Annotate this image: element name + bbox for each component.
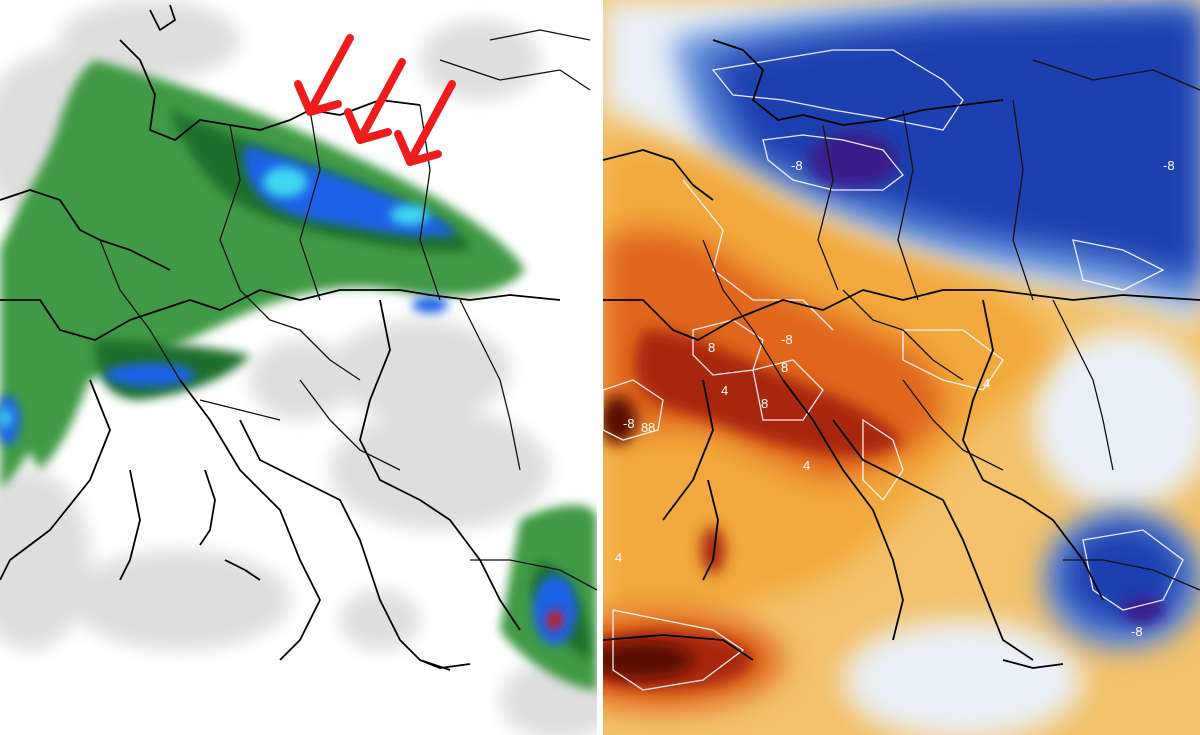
contour-label: 8 (761, 396, 768, 411)
contour-label: 8 (641, 420, 648, 435)
contour-label: 8 (708, 340, 715, 355)
red-arrow-icon (344, 58, 406, 144)
annotation-arrows (294, 34, 456, 166)
contour-label: 8 (648, 420, 655, 435)
temperature-field (603, 0, 1200, 735)
country-borders (603, 39, 1200, 669)
precipitation-map-panel (0, 0, 597, 735)
light-precip-areas (0, 0, 597, 735)
contour-label: -8 (1131, 624, 1143, 639)
contour-label: -8 (1163, 158, 1175, 173)
contour-label: 4 (615, 550, 622, 565)
contour-labels: -8 -8 8 -8 8 8 4 4 8 4 -8 8 -8 4 (615, 158, 1175, 639)
contour-label: -8 (781, 332, 793, 347)
contour-label: 4 (983, 376, 990, 391)
cyan-core (263, 167, 307, 197)
panel-divider (597, 0, 603, 735)
red-core (547, 610, 563, 630)
red-arrow-icon (394, 80, 456, 166)
contour-label: -8 (791, 158, 803, 173)
peak-precip-areas (0, 167, 563, 630)
red-arrow-icon (294, 34, 354, 116)
contour-label: 4 (721, 383, 728, 398)
contour-label: 8 (781, 360, 788, 375)
temperature-map: -8 -8 8 -8 8 8 4 4 8 4 -8 8 -8 4 (603, 0, 1200, 735)
temperature-map-panel: -8 -8 8 -8 8 8 4 4 8 4 -8 8 -8 4 (603, 0, 1200, 735)
contour-label: 4 (803, 458, 810, 473)
isotherm-contours (603, 49, 1184, 691)
contour-label: -8 (623, 416, 635, 431)
precipitation-map (0, 0, 597, 735)
